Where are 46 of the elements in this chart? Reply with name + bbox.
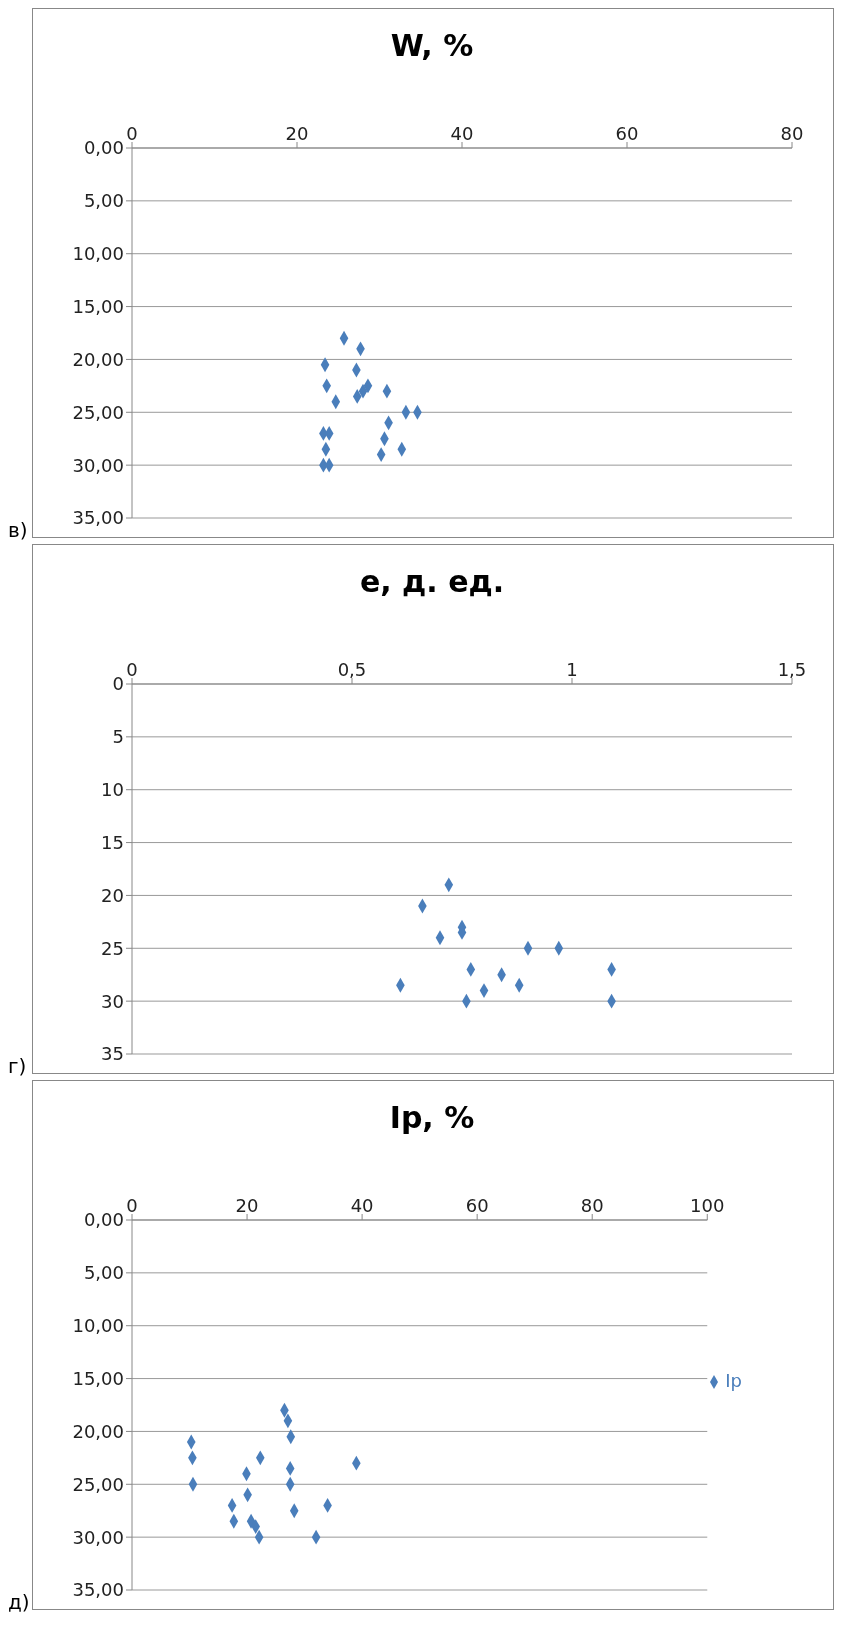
y-tick-label: 20,00: [72, 1420, 124, 1442]
y-tick-label: 25: [101, 937, 124, 959]
y-tick-label: 30,00: [72, 1526, 124, 1548]
y-tick-label: 0,00: [83, 137, 124, 159]
y-tick-label: 35: [101, 1043, 124, 1065]
y-tick-label: 5,00: [83, 1262, 124, 1284]
x-tick-label: 20: [285, 123, 309, 144]
y-tick-label: 15,00: [72, 295, 124, 317]
y-tick-label: 10,00: [72, 243, 124, 265]
text: д): [8, 1590, 30, 1614]
x-tick-label: 1,5: [777, 659, 807, 680]
y-tick-label: 35,00: [72, 507, 124, 529]
x-tick-label: 40: [450, 123, 474, 144]
y-tick-label: 25,00: [72, 401, 124, 423]
x-tick-label: 40: [350, 1195, 374, 1216]
y-tick-label: 20,00: [72, 348, 124, 370]
x-tick-label: 80: [780, 123, 804, 144]
x-tick-label: 0: [126, 659, 138, 680]
x-tick-label: 80: [580, 1195, 604, 1216]
y-tick-label: 35,00: [72, 1579, 124, 1601]
y-tick-label: 0,00: [83, 1209, 124, 1231]
text: г): [8, 1054, 27, 1078]
y-tick-label: 10: [101, 779, 124, 801]
y-tick-label: 20: [101, 884, 124, 906]
x-tick-label: 0: [126, 123, 138, 144]
y-tick-label: 5: [112, 726, 124, 748]
x-tick-label: 1: [566, 659, 578, 680]
y-tick-label: 10,00: [72, 1315, 124, 1337]
x-tick-label: 0: [126, 1195, 138, 1216]
y-tick-label: 30: [101, 990, 124, 1012]
chart-title: Ip, %: [388, 1099, 476, 1137]
x-tick-label: 60: [465, 1195, 489, 1216]
x-tick-label: 100: [690, 1195, 725, 1216]
y-tick-label: 15: [101, 831, 124, 853]
y-tick-label: 25,00: [72, 1473, 124, 1495]
y-tick-label: 5,00: [83, 190, 124, 212]
x-tick-label: 20: [235, 1195, 259, 1216]
x-tick-label: 60: [615, 123, 639, 144]
x-tick-label: 0,5: [337, 659, 367, 680]
chart-title: W, %: [389, 27, 475, 65]
y-tick-label: 15,00: [72, 1367, 124, 1389]
y-tick-label: 30,00: [72, 454, 124, 476]
chart-title: e, д. ед.: [358, 563, 506, 601]
legend-label: Ip: [725, 1369, 742, 1391]
y-tick-label: 0: [112, 673, 124, 695]
text: в): [8, 518, 28, 542]
